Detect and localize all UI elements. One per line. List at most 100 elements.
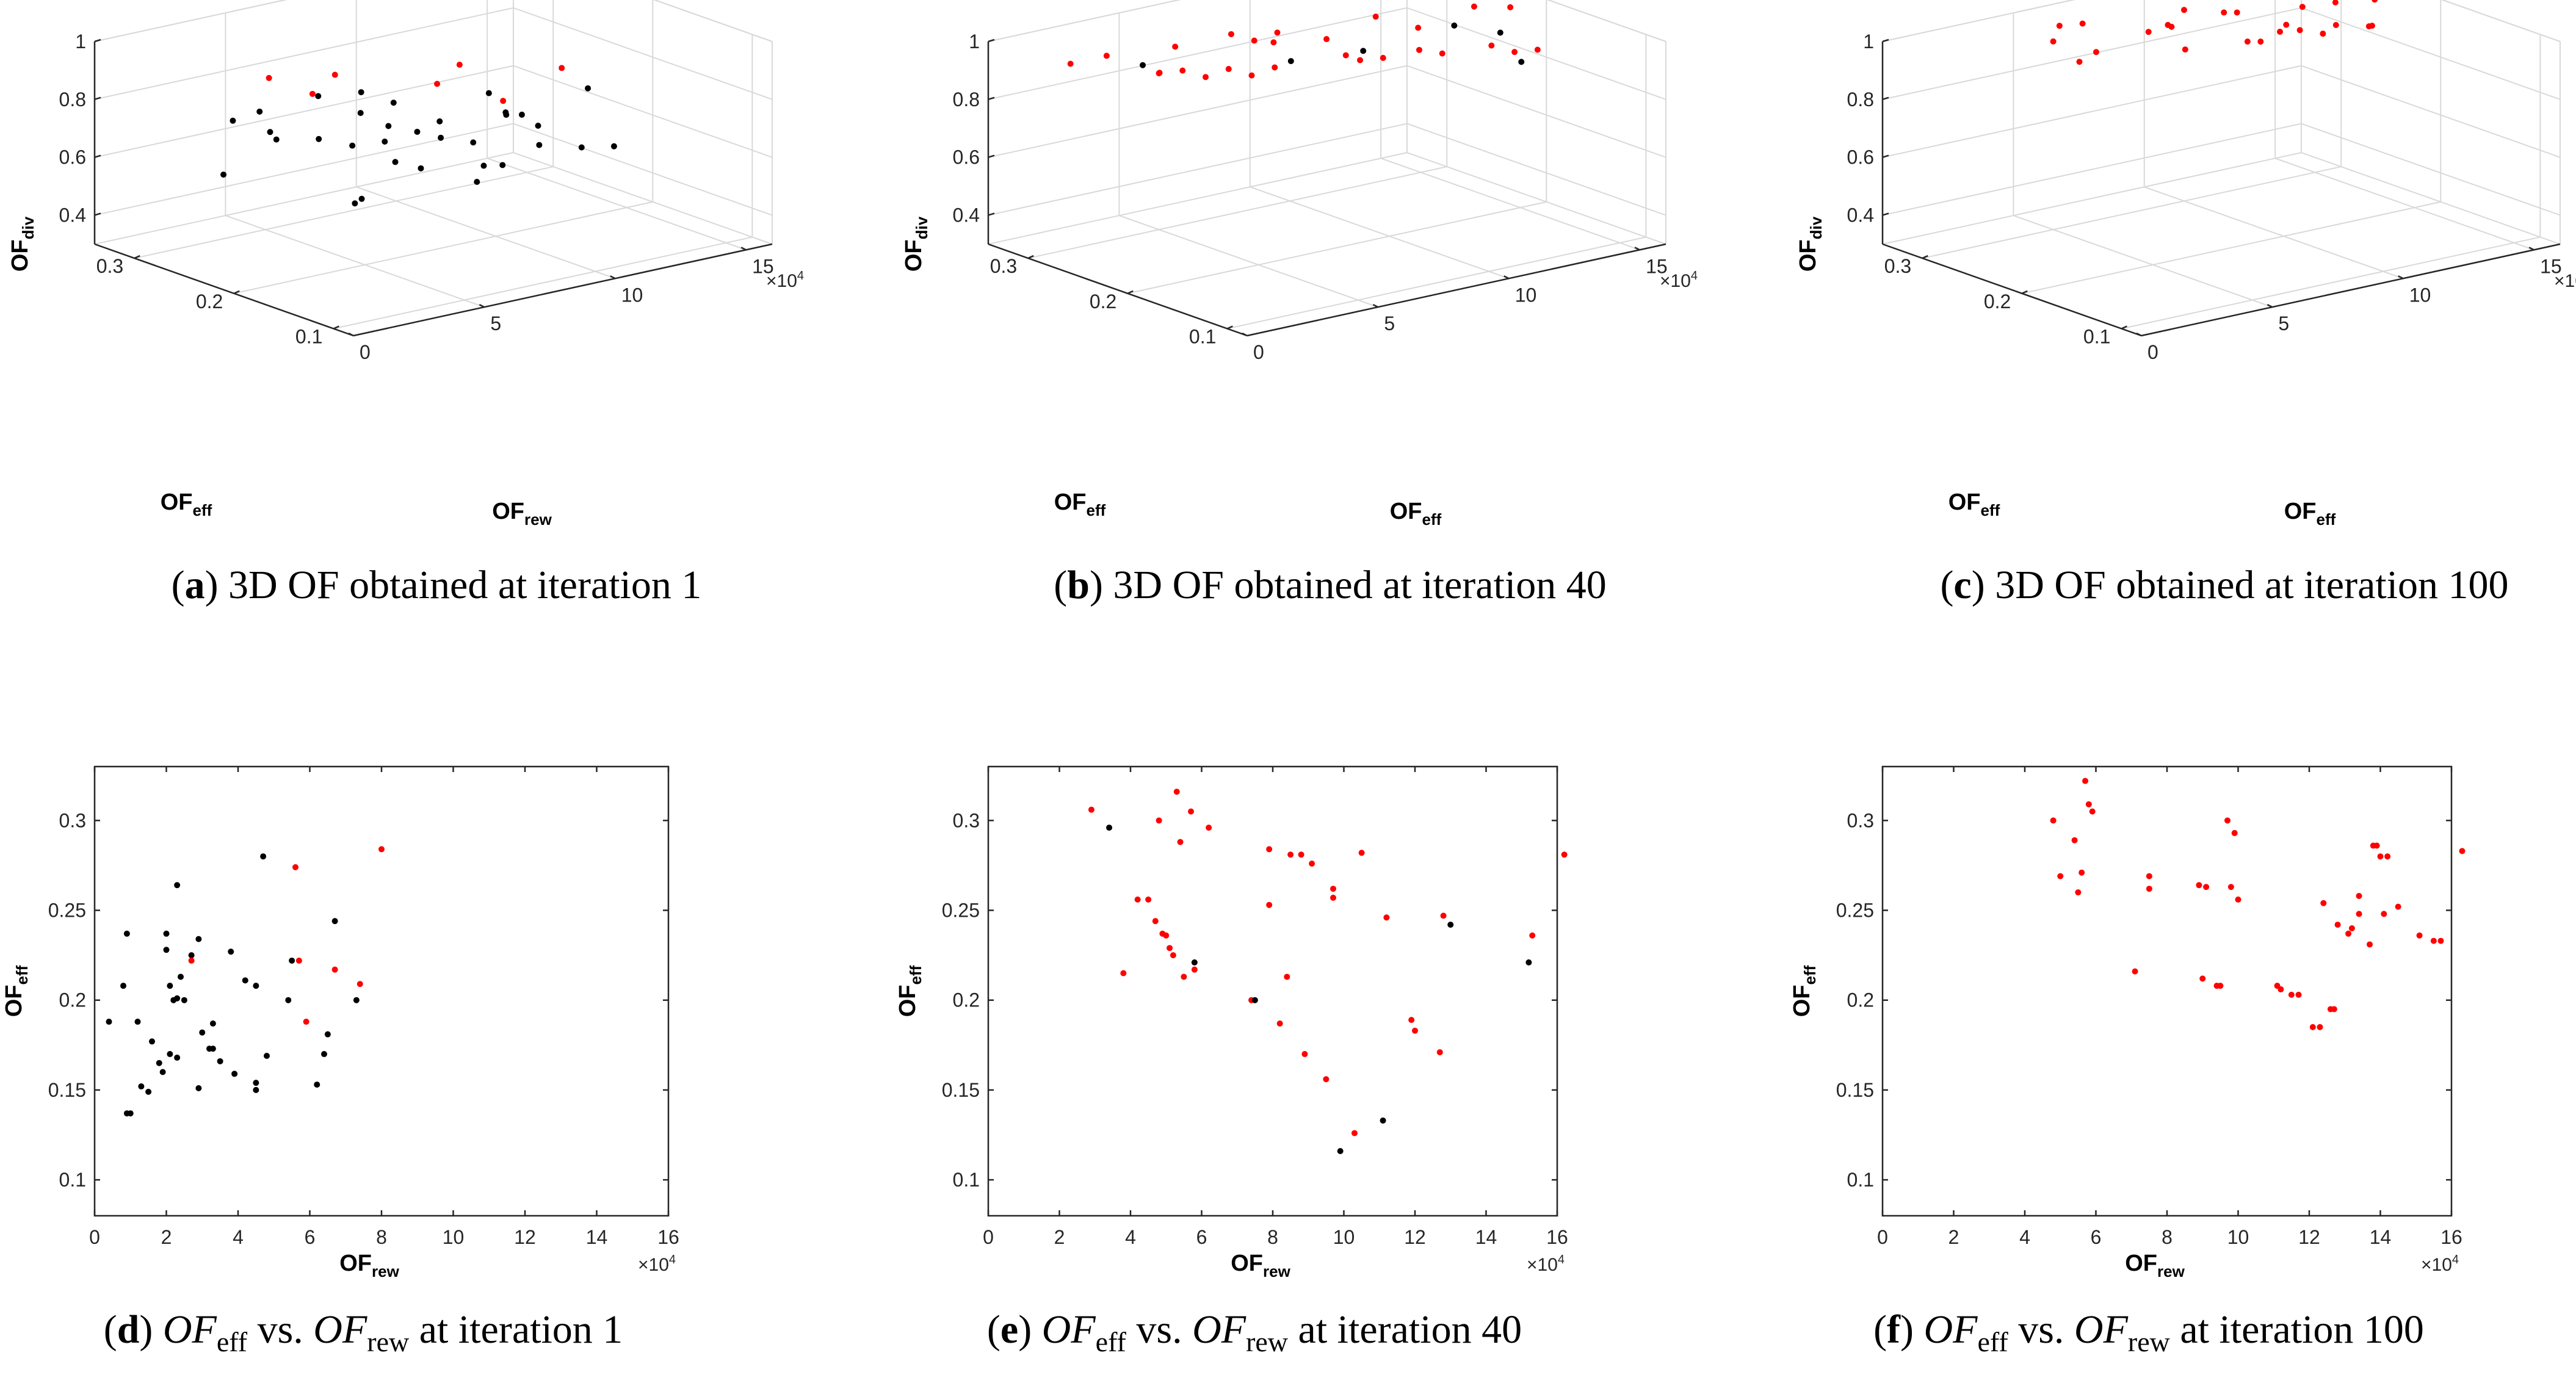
z-grid: [94, 65, 773, 158]
data-point-dominated: [316, 135, 322, 142]
data-point-dominated: [188, 952, 195, 959]
data-point-pareto: [266, 74, 272, 81]
data-point-pareto: [1351, 1130, 1358, 1136]
data-point-pareto: [1309, 860, 1315, 867]
x-tick: [1372, 304, 1378, 308]
data-point-pareto: [2332, 0, 2339, 5]
caption-of1: OF: [1924, 1307, 1978, 1352]
data-point-dominated: [149, 1038, 155, 1045]
caption-sub1: eff: [1978, 1326, 2009, 1357]
z-tick: [988, 96, 995, 101]
x-tick-label: 2: [161, 1226, 172, 1248]
data-point-pareto: [1511, 49, 1518, 56]
x-axis-label-sub: rew: [1263, 1262, 1291, 1280]
y-axis-line: [1882, 243, 2142, 337]
x-tick: [740, 247, 747, 251]
x-exponent-power: 4: [797, 269, 804, 283]
data-point-dominated: [253, 1086, 259, 1093]
data-point-dominated: [156, 1060, 162, 1066]
y-axis-label-sub: eff: [1801, 965, 1819, 984]
z-grid: [94, 7, 773, 100]
data-point-pareto: [2317, 1024, 2323, 1030]
y-tick-label: 0.25: [48, 900, 86, 922]
data-point-pareto: [1272, 64, 1278, 71]
z-axis-label-sub: div: [1807, 216, 1825, 239]
y-grid: [333, 34, 753, 330]
data-point-pareto: [1173, 789, 1180, 795]
z-grid: [1882, 65, 2561, 158]
x-tick-label: 6: [2091, 1226, 2102, 1248]
y-tick-label: 0.1: [2083, 325, 2110, 347]
x-tick-label: 12: [514, 1226, 536, 1248]
data-point-pareto: [1067, 60, 1074, 67]
data-point-dominated: [331, 918, 338, 925]
data-point-pareto: [1330, 894, 1337, 901]
y-tick-label: 0.1: [1189, 325, 1216, 347]
data-point-pareto: [1156, 70, 1162, 77]
x-grid: [1882, 42, 2142, 336]
data-point-pareto: [356, 981, 363, 988]
data-point-pareto: [1357, 57, 1364, 63]
x-grid: [1249, 0, 1510, 280]
data-point-pareto: [1145, 896, 1152, 903]
floor-back-edges: [988, 151, 1666, 245]
x-exponent-power: 4: [1558, 1253, 1565, 1266]
x-axis-label-text: OFeff: [2284, 499, 2336, 529]
y-tick: [1226, 325, 1233, 330]
data-point-pareto: [2296, 27, 2303, 34]
data-point-pareto: [1248, 72, 1255, 79]
data-point-pareto: [2132, 968, 2138, 975]
y-tick-label: 0.1: [295, 325, 322, 347]
data-point-pareto: [1177, 839, 1184, 845]
data-point-dominated: [315, 93, 322, 99]
top-back-edges: [94, 0, 773, 42]
points-d: [106, 846, 385, 1117]
data-point-pareto: [1342, 52, 1349, 59]
data-point-pareto: [1534, 46, 1541, 53]
data-point-pareto: [2217, 983, 2224, 989]
y-axis-label-main: OF: [1, 985, 27, 1017]
data-point-pareto: [1284, 973, 1290, 980]
x-axis-label: OFrew: [2125, 1251, 2185, 1280]
data-point-pareto: [1301, 1051, 1308, 1058]
z-axis-label-main: OF: [1795, 239, 1821, 272]
data-point-pareto: [1134, 896, 1141, 903]
data-point-dominated: [264, 1052, 270, 1059]
data-point-dominated: [174, 882, 181, 889]
z-axis-label-text: OFdiv: [901, 216, 931, 272]
y-tick: [1027, 255, 1034, 259]
y-axis-label-main: OF: [1948, 489, 1981, 515]
caption-f: (f) OFeff vs. OFrew at iteration 100: [1873, 1307, 2424, 1357]
x-axis-line: [2141, 243, 2561, 337]
data-point-pareto: [2146, 886, 2152, 892]
data-point-pareto: [2416, 932, 2423, 939]
y-axis-label-main: OF: [161, 489, 193, 515]
x-exponent-power: 4: [2452, 1253, 2459, 1266]
z-tick: [94, 212, 101, 216]
caption-sub2: rew: [2128, 1326, 2171, 1357]
data-point-dominated: [209, 1020, 216, 1027]
x-axis-label-text: OFeff: [1390, 499, 1442, 529]
caption-letter: c: [1953, 563, 1971, 607]
x-tick: [610, 275, 616, 280]
plot-frame: [1881, 765, 2453, 1217]
data-point-dominated: [174, 1054, 181, 1061]
x-grid: [1380, 0, 1640, 251]
z-tick-label: 0.4: [59, 204, 86, 226]
y-tick-label: 0.3: [96, 255, 123, 277]
data-point-pareto: [2299, 4, 2306, 10]
floor-back-edges: [94, 151, 773, 245]
z-axis-label-main: OF: [901, 239, 927, 272]
data-point-dominated: [267, 129, 273, 135]
data-point-pareto: [2348, 925, 2355, 931]
data-point-dominated: [289, 957, 295, 964]
y-tick: [1127, 290, 1134, 294]
data-point-dominated: [314, 1081, 320, 1088]
data-point-dominated: [123, 930, 130, 937]
z-tick-label: 0.4: [953, 204, 980, 226]
y-tick-label: 0.2: [1090, 291, 1116, 312]
data-point-pareto: [1287, 851, 1294, 858]
z-tick: [1882, 154, 1889, 158]
z-tick-label: 0.8: [59, 88, 86, 110]
